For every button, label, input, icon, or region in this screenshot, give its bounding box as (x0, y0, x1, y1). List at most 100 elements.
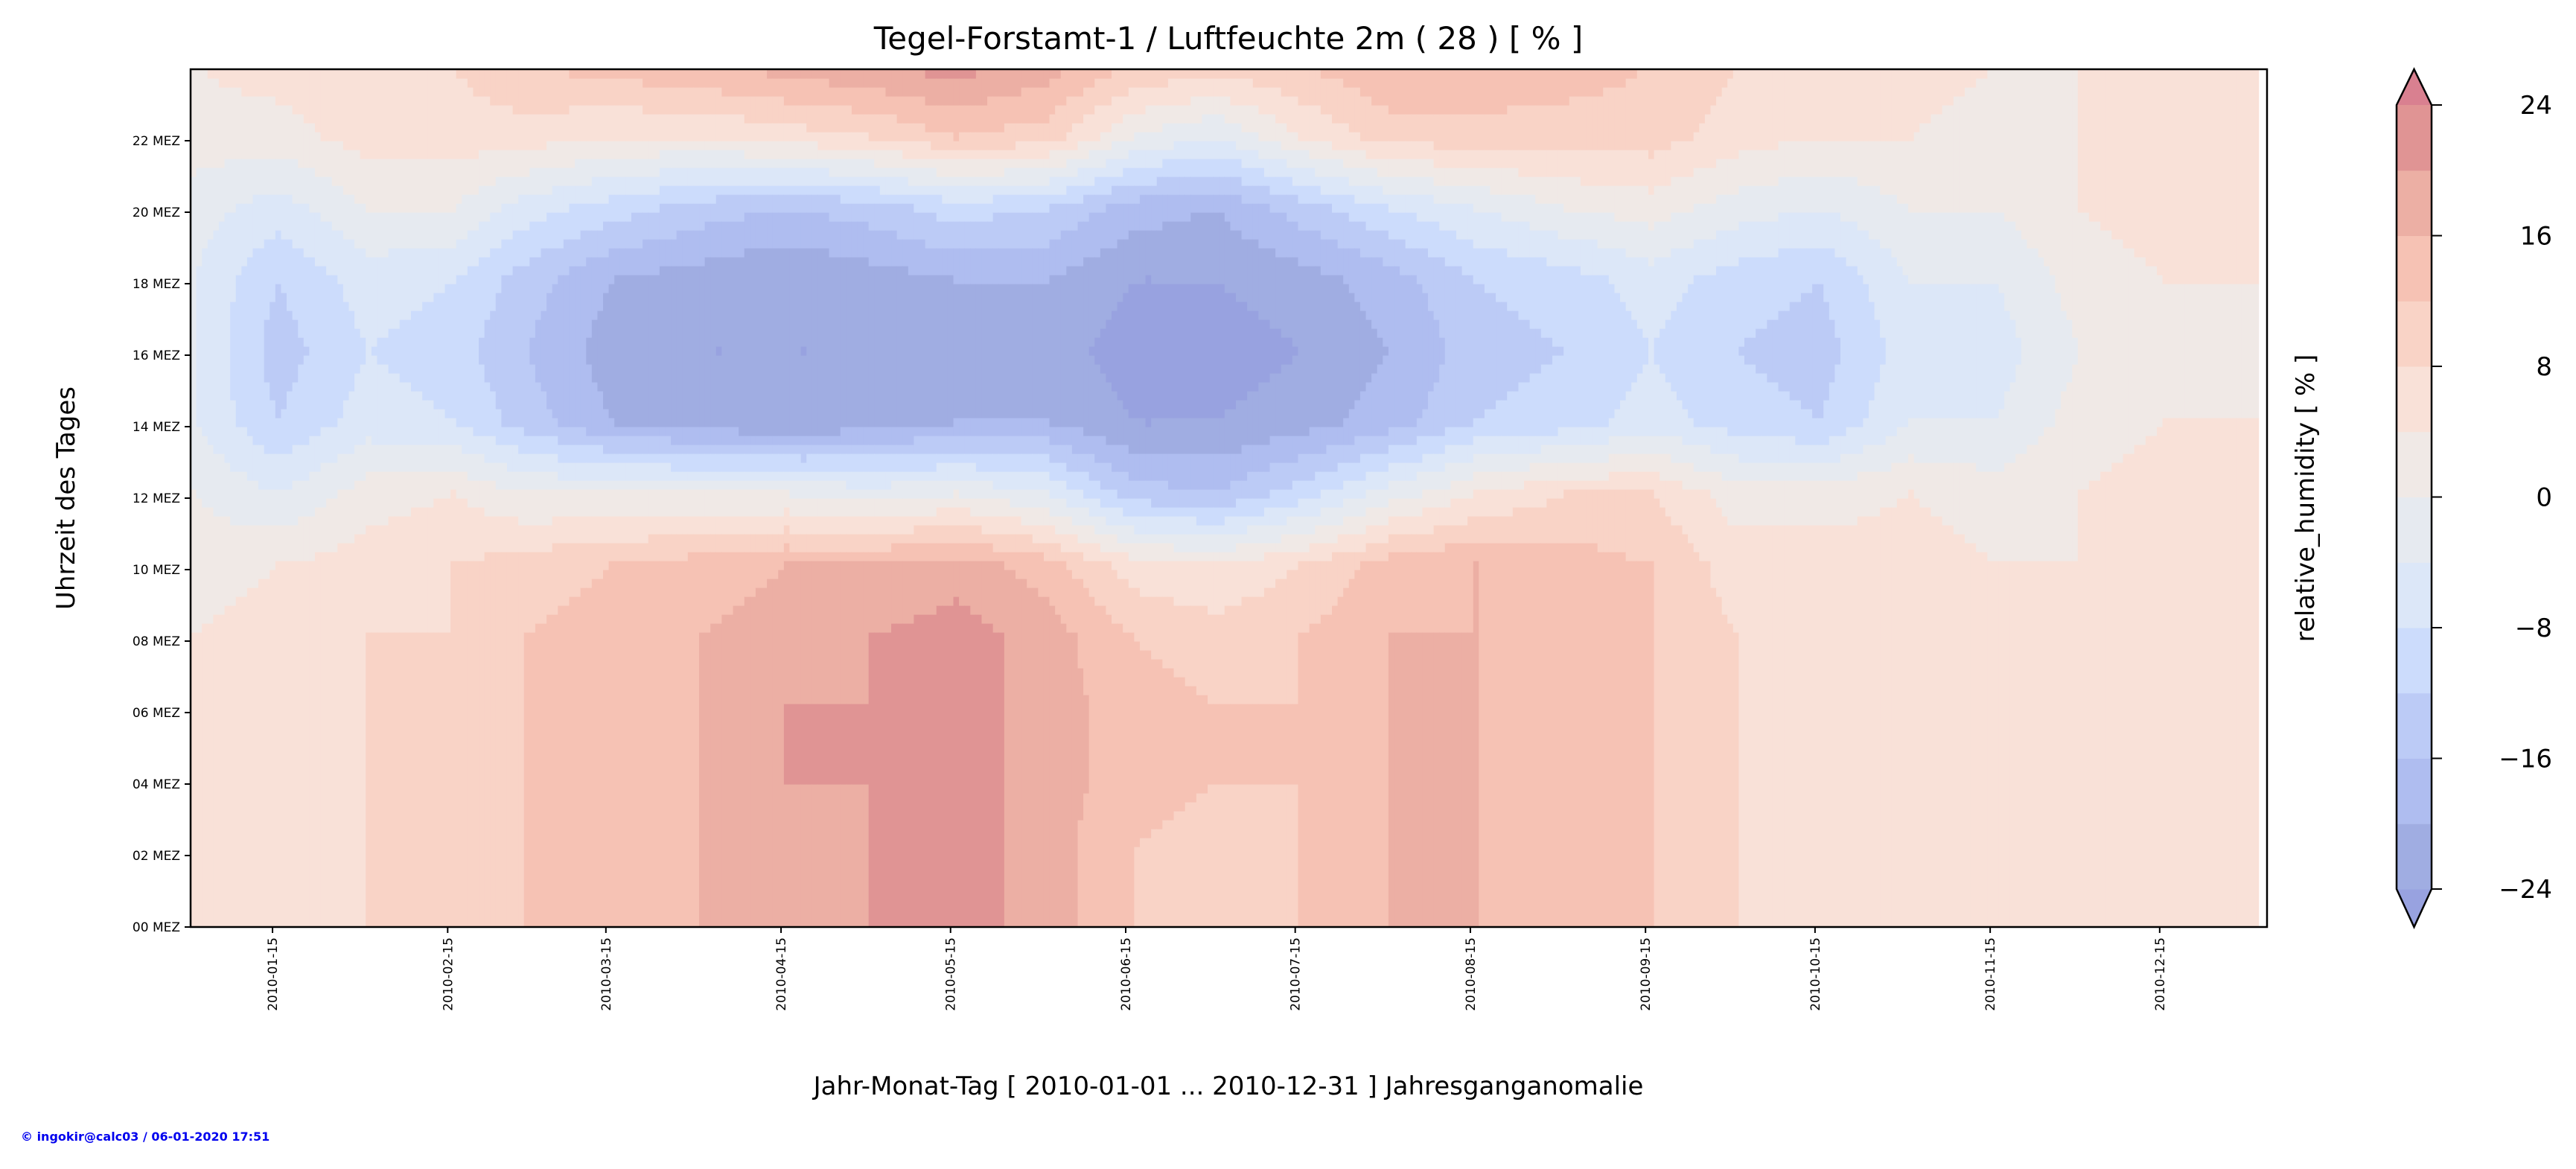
heatmap-cell (1337, 194, 1344, 213)
heatmap-cell (1377, 105, 1383, 141)
heatmap-cell (1179, 516, 1186, 535)
heatmap-cell (896, 623, 903, 928)
heatmap-cell (467, 427, 474, 454)
heatmap-cell (851, 453, 858, 472)
heatmap-cell (1123, 69, 1129, 97)
heatmap-cell (693, 453, 700, 472)
heatmap-cell (1908, 141, 1915, 213)
heatmap-cell (309, 212, 316, 258)
heatmap-cell (619, 194, 626, 222)
heatmap-cell (518, 150, 525, 177)
heatmap-cell (1208, 114, 1214, 141)
heatmap-cell (1027, 141, 1033, 159)
heatmap-cell (908, 498, 915, 517)
heatmap-cell (846, 561, 852, 704)
heatmap-cell (970, 105, 977, 133)
heatmap-cell (1202, 69, 1208, 79)
heatmap-cell (1874, 185, 1881, 240)
heatmap-cell (767, 141, 774, 159)
heatmap-cell (1043, 248, 1051, 284)
heatmap-cell (817, 498, 824, 517)
heatmap-cell (1625, 489, 1632, 561)
heatmap-cell (1625, 391, 1632, 436)
heatmap-cell (1518, 382, 1525, 436)
heatmap-cell (1094, 337, 1101, 365)
heatmap-cell (959, 69, 966, 79)
heatmap-cell (750, 445, 756, 454)
heatmap-cell (427, 632, 434, 928)
heatmap-cell (1484, 150, 1491, 168)
heatmap-cell (1795, 445, 1802, 463)
heatmap-cell (1693, 132, 1700, 168)
heatmap-cell (450, 69, 457, 159)
heatmap-cell (1450, 543, 1457, 633)
heatmap-cell (704, 534, 711, 552)
heatmap-cell (1512, 257, 1520, 311)
heatmap-cell (360, 534, 366, 928)
heatmap-cell (1162, 507, 1169, 517)
heatmap-cell (1219, 141, 1225, 159)
heatmap-cell (1716, 453, 1723, 472)
heatmap-cell (281, 293, 287, 410)
heatmap-cell (479, 507, 485, 561)
heatmap-cell (1467, 516, 1474, 544)
heatmap-cell (800, 123, 807, 141)
heatmap-cell (1292, 194, 1299, 222)
heatmap-cell (778, 436, 785, 445)
heatmap-cell (331, 552, 338, 928)
heatmap-cell (287, 69, 293, 106)
heatmap-cell (1394, 632, 1400, 928)
heatmap-cell (1010, 507, 1016, 517)
heatmap-cell (1631, 185, 1638, 222)
heatmap-cell (541, 552, 547, 624)
heatmap-cell (704, 185, 711, 204)
heatmap-cell (1049, 275, 1056, 427)
heatmap-cell (1795, 302, 1802, 401)
heatmap-cell (964, 525, 971, 544)
heatmap-cell (671, 453, 678, 472)
heatmap-cell (1100, 436, 1107, 463)
heatmap-cell (1405, 445, 1412, 463)
heatmap-cell (1496, 516, 1502, 544)
heatmap-cell (919, 525, 926, 544)
heatmap-cell (377, 257, 383, 338)
heatmap-cell (1258, 498, 1265, 517)
heatmap-cell (975, 159, 983, 177)
heatmap-cell (998, 498, 1005, 517)
heatmap-cell (699, 534, 706, 552)
heatmap-cell (1055, 445, 1062, 463)
heatmap-cell (970, 436, 977, 454)
heatmap-cell (1263, 704, 1271, 785)
heatmap-cell (1767, 319, 1773, 383)
heatmap-cell (546, 552, 553, 615)
heatmap-cell (1049, 168, 1056, 177)
heatmap-cell (778, 248, 785, 436)
heatmap-cell (750, 489, 756, 517)
heatmap-cell (1721, 230, 1728, 267)
heatmap-cell (230, 302, 237, 401)
heatmap-cell (1287, 150, 1293, 168)
heatmap-cell (789, 480, 796, 499)
heatmap-cell (1795, 176, 1802, 213)
heatmap-cell (699, 87, 706, 115)
heatmap-cell (800, 159, 807, 168)
heatmap-cell (795, 784, 802, 928)
heatmap-cell (665, 427, 672, 436)
heatmap-cell (987, 623, 994, 928)
heatmap-cell (1134, 561, 1141, 588)
heatmap-cell (1315, 266, 1322, 427)
heatmap-cell (309, 69, 316, 124)
heatmap-cell (1642, 221, 1649, 258)
heatmap-cell (1461, 203, 1468, 240)
heatmap-cell (1467, 480, 1474, 499)
heatmap-cell (1123, 516, 1129, 526)
heatmap-cell (416, 391, 423, 445)
heatmap-cell (970, 132, 977, 150)
heatmap-cell (467, 230, 474, 267)
heatmap-cell (320, 462, 327, 508)
heatmap-cell (964, 221, 971, 249)
heatmap-cell (558, 462, 564, 481)
heatmap-cell (230, 159, 237, 213)
heatmap-cell (213, 69, 220, 79)
heatmap-cell (1179, 811, 1186, 928)
